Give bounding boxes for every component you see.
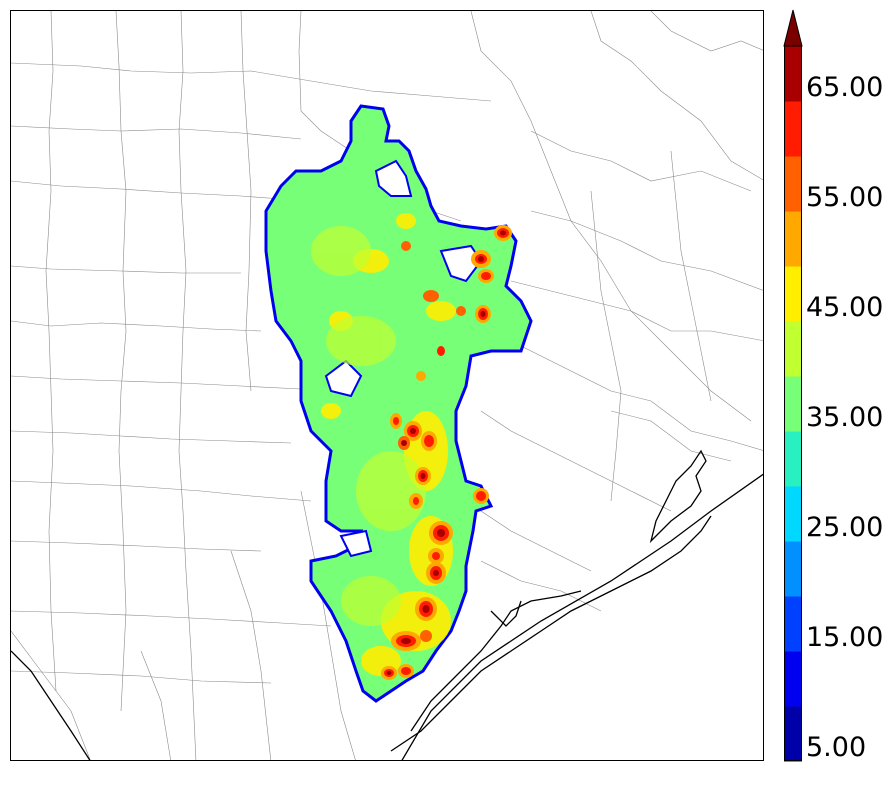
colorbar-bin-50 — [784, 211, 802, 267]
colorbar-label-15: 15.00 — [806, 622, 884, 653]
colorbar-bin-45 — [784, 266, 802, 322]
colorbar-label-65: 65.00 — [806, 72, 884, 103]
colorbar-bin-65 — [784, 46, 802, 102]
colorbar-label-35: 35.00 — [806, 402, 884, 433]
colorbar-extend-arrow — [783, 9, 803, 47]
colorbar-label-45: 45.00 — [806, 292, 884, 323]
colorbar-bin-5 — [784, 706, 802, 762]
colorbar-bin-10 — [784, 651, 802, 707]
colorbar-label-5: 5.00 — [806, 732, 867, 763]
colorbar-bin-30 — [784, 431, 802, 487]
colorbar — [783, 9, 803, 762]
colorbar-bin-15 — [784, 596, 802, 652]
colorbar-bin-40 — [784, 321, 802, 377]
coastline — [11, 449, 763, 760]
colorbar-bin-60 — [784, 101, 802, 157]
county-boundaries — [11, 11, 763, 760]
county-map — [11, 11, 763, 760]
colorbar-bin-35 — [784, 376, 802, 432]
colorbar-label-25: 25.00 — [806, 512, 884, 543]
map-panel[interactable] — [10, 10, 764, 761]
colorbar-bin-25 — [784, 486, 802, 542]
colorbar-bin-20 — [784, 541, 802, 597]
colorbar-border — [784, 45, 802, 761]
colorbar-bin-55 — [784, 156, 802, 212]
precip-maxima — [381, 225, 512, 680]
precip-field — [264, 104, 533, 703]
colorbar-label-55: 55.00 — [806, 182, 884, 213]
